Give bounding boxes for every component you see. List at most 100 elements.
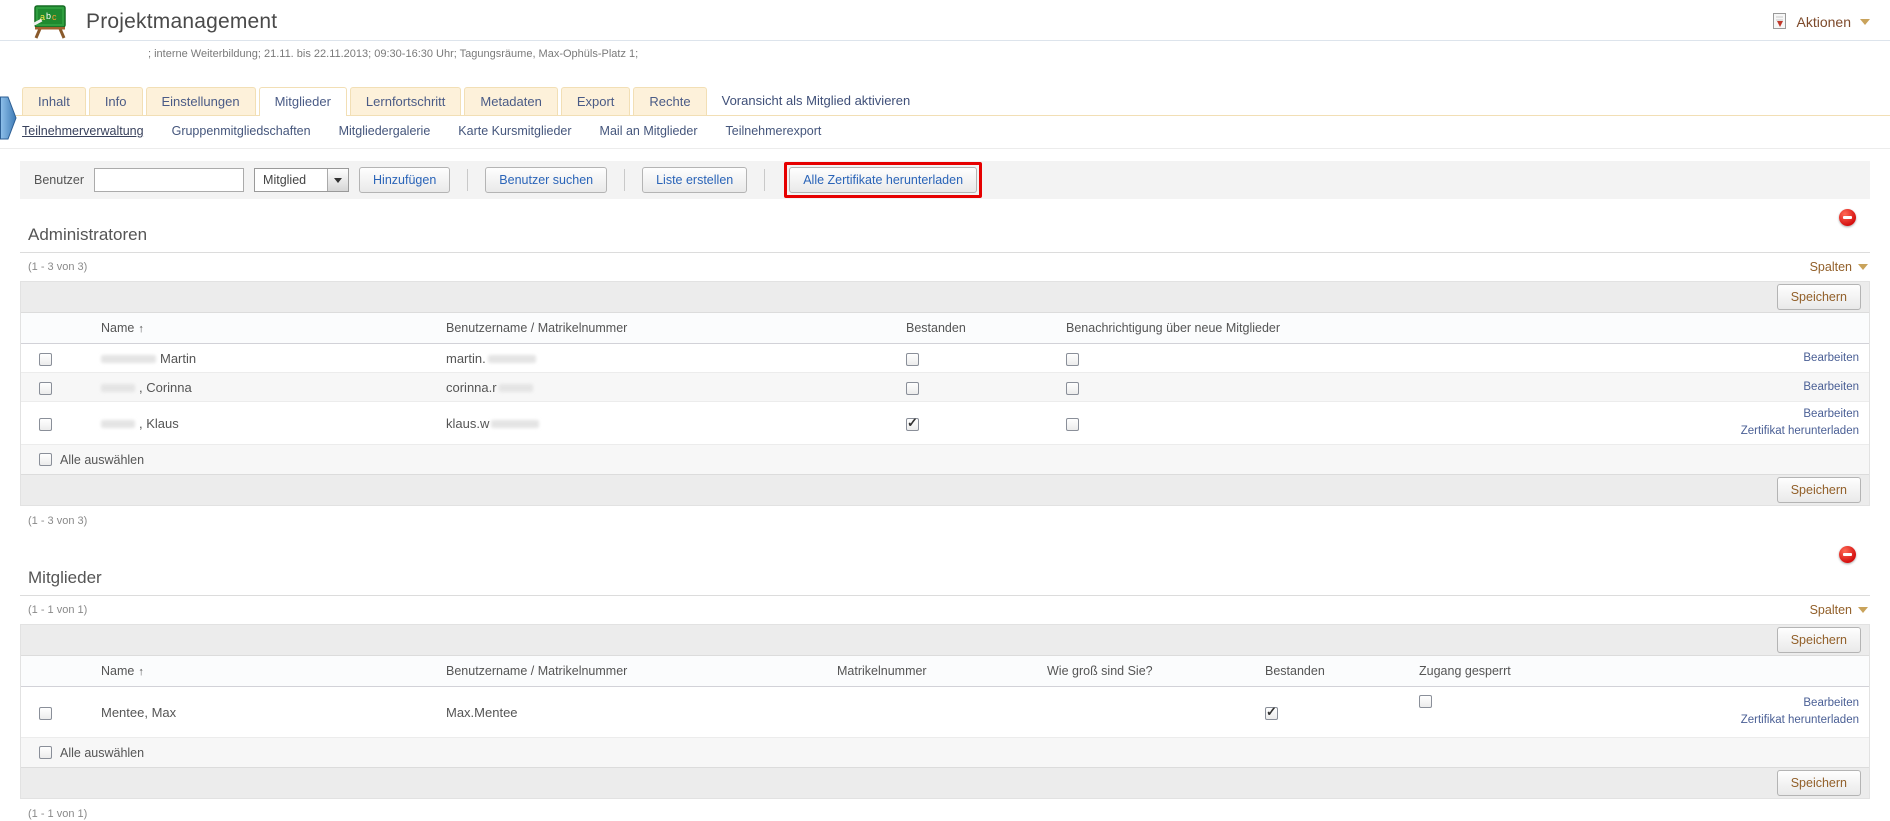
member-height-answer: [1047, 708, 1265, 716]
remove-minus-icon[interactable]: [1839, 209, 1856, 226]
columns-dropdown[interactable]: Spalten: [1810, 603, 1868, 617]
chevron-down-icon: [1858, 264, 1868, 270]
section-title: Mitglieder: [20, 568, 1870, 596]
subnav-teilnehmerverwaltung[interactable]: Teilnehmerverwaltung: [22, 124, 144, 138]
column-header-username[interactable]: Benutzername / Matrikelnummer: [446, 321, 628, 335]
result-count: (1 - 3 von 3): [28, 515, 88, 527]
section-administratoren: Administratoren (1 - 3 von 3) Spalten Sp…: [20, 209, 1870, 528]
redacted-text: [498, 384, 533, 393]
remove-minus-icon[interactable]: [1839, 546, 1856, 563]
benachrichtigung-checkbox[interactable]: [1066, 352, 1079, 366]
toolbar-divider: [467, 169, 469, 191]
benachrichtigung-checkbox[interactable]: [1066, 381, 1079, 395]
svg-text:c: c: [52, 12, 57, 22]
subnav-mail-an-mitglieder[interactable]: Mail an Mitglieder: [599, 124, 698, 138]
subnav-karte-kursmitglieder[interactable]: Karte Kursmitglieder: [458, 124, 572, 138]
tab-mitglieder[interactable]: Mitglieder: [258, 87, 347, 116]
toolbar-divider: [764, 169, 766, 191]
course-tabbar: Inhalt Info Einstellungen Mitglieder Ler…: [0, 87, 1890, 116]
member-name: Mentee, Max: [101, 704, 177, 720]
zugang-gesperrt-checkbox[interactable]: [1419, 695, 1432, 708]
administratoren-table: Speichern Name ↑ Benutzername / Matrikeln…: [20, 281, 1870, 506]
tab-info[interactable]: Info: [88, 87, 143, 115]
columns-dropdown[interactable]: Spalten: [1810, 260, 1868, 274]
benachrichtigung-checkbox[interactable]: [1066, 417, 1079, 431]
save-button[interactable]: Speichern: [1776, 284, 1861, 310]
user-input[interactable]: [94, 168, 245, 192]
select-all-checkbox[interactable]: [39, 453, 52, 466]
column-header-name[interactable]: Name ↑: [101, 664, 144, 678]
subnav-mitgliedergalerie[interactable]: Mitgliedergalerie: [338, 124, 431, 138]
download-all-certificates-button[interactable]: Alle Zertifikate herunterladen: [789, 167, 978, 193]
column-header-bestanden[interactable]: Bestanden: [1265, 664, 1325, 678]
actions-menu[interactable]: Aktionen: [1771, 12, 1870, 31]
row-select-checkbox[interactable]: [39, 381, 52, 395]
table-row: , Klaus klaus.w Bearbeiten Zertifikat he…: [21, 402, 1869, 445]
annotation-highlight-box: Alle Zertifikate herunterladen: [784, 162, 983, 198]
preview-as-member-link[interactable]: Voransicht als Mitglied aktivieren: [721, 93, 911, 108]
redacted-text: [491, 420, 540, 429]
bestanden-checkbox[interactable]: [906, 381, 919, 395]
row-select-checkbox[interactable]: [39, 352, 52, 366]
course-chalkboard-icon: a b c: [33, 4, 66, 39]
edit-link[interactable]: Bearbeiten: [1803, 408, 1859, 420]
column-header-wie-gross[interactable]: Wie groß sind Sie?: [1047, 664, 1153, 678]
add-user-toolbar: Benutzer Mitglied Hinzufügen Benutzer su…: [20, 161, 1870, 199]
redacted-text: [101, 384, 135, 393]
chevron-down-icon: [1860, 18, 1870, 25]
role-select[interactable]: Mitglied: [254, 168, 350, 192]
tab-metadaten[interactable]: Metadaten: [464, 87, 558, 115]
tab-lernfortschritt[interactable]: Lernfortschritt: [349, 87, 462, 115]
tab-rechte[interactable]: Rechte: [633, 87, 707, 115]
svg-text:b: b: [46, 11, 51, 21]
subnav-gruppenmitgliedschaften[interactable]: Gruppenmitgliedschaften: [171, 124, 311, 138]
search-users-button[interactable]: Benutzer suchen: [485, 167, 608, 193]
member-name: , Klaus: [101, 412, 446, 435]
result-count: (1 - 3 von 3): [28, 261, 88, 273]
actions-document-icon: [1772, 13, 1786, 29]
page-header: a b c Projektmanagement Aktionen: [0, 0, 1890, 40]
download-certificate-link[interactable]: Zertifikat herunterladen: [1740, 714, 1859, 726]
row-actions: Bearbeiten Zertifikat herunterladen: [1432, 691, 1869, 733]
user-label: Benutzer: [34, 173, 85, 187]
select-all-label: Alle auswählen: [60, 745, 145, 760]
tab-export[interactable]: Export: [560, 87, 631, 115]
bestanden-checkbox[interactable]: [906, 352, 919, 366]
nav-marker-arrow-icon[interactable]: [0, 96, 17, 140]
edit-link[interactable]: Bearbeiten: [1803, 380, 1859, 393]
member-name: Martin: [101, 347, 446, 370]
bestanden-checkbox[interactable]: [1265, 704, 1278, 720]
column-header-username[interactable]: Benutzername / Matrikelnummer: [446, 664, 628, 678]
bestanden-checkbox[interactable]: [906, 415, 919, 431]
download-certificate-link[interactable]: Zertifikat herunterladen: [1740, 425, 1859, 437]
column-header-zugang-gesperrt[interactable]: Zugang gesperrt: [1419, 664, 1511, 678]
select-all-checkbox[interactable]: [39, 746, 52, 759]
page-title: Projektmanagement: [86, 9, 278, 33]
save-button[interactable]: Speichern: [1776, 770, 1861, 796]
redacted-text: [101, 420, 135, 429]
column-header-matrikelnummer[interactable]: Matrikelnummer: [837, 664, 927, 678]
tab-inhalt[interactable]: Inhalt: [22, 87, 86, 115]
result-count: (1 - 1 von 1): [28, 604, 88, 616]
create-list-button[interactable]: Liste erstellen: [642, 167, 748, 193]
edit-link[interactable]: Bearbeiten: [1803, 697, 1859, 709]
add-user-button[interactable]: Hinzufügen: [359, 167, 451, 193]
tab-einstellungen[interactable]: Einstellungen: [145, 87, 256, 115]
table-header-row: Name ↑ Benutzername / Matrikelnummer Matr…: [21, 656, 1869, 687]
member-username: martin.: [446, 347, 906, 370]
column-header-benachrichtigung[interactable]: Benachrichtigung über neue Mitglieder: [1066, 321, 1281, 335]
subnav-teilnehmerexport[interactable]: Teilnehmerexport: [725, 124, 822, 138]
chevron-down-icon: [1858, 607, 1868, 613]
save-button[interactable]: Speichern: [1776, 477, 1861, 503]
member-username: Max.Mentee: [446, 704, 518, 720]
save-button[interactable]: Speichern: [1776, 627, 1861, 653]
member-matrikelnummer: [837, 708, 1047, 716]
edit-link[interactable]: Bearbeiten: [1803, 351, 1859, 364]
member-name: , Corinna: [101, 376, 446, 399]
column-header-bestanden[interactable]: Bestanden: [906, 321, 966, 335]
row-select-checkbox[interactable]: [39, 706, 52, 720]
row-select-checkbox[interactable]: [39, 417, 52, 431]
select-dropdown-button[interactable]: [327, 169, 349, 191]
column-header-name[interactable]: Name ↑: [101, 321, 144, 335]
member-username: corinna.r: [446, 376, 906, 399]
